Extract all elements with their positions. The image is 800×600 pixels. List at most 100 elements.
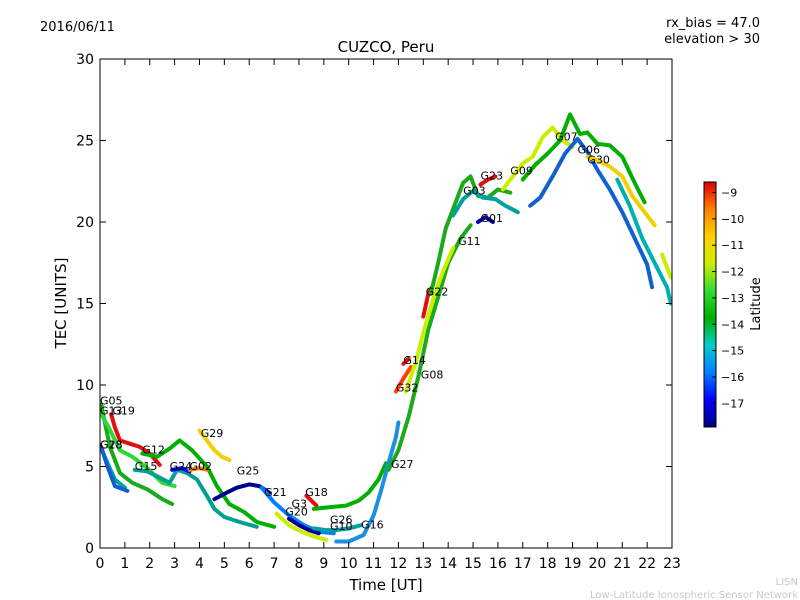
series-g12 — [140, 438, 277, 529]
y-tick-label: 5 — [85, 460, 94, 476]
sat-label-g03: G03 — [463, 184, 486, 197]
sat-label-g20: G20 — [285, 505, 308, 518]
y-tick-label: 20 — [76, 215, 94, 231]
footer-network: Low-Latitude Ionospheric Sensor Network — [590, 590, 798, 600]
x-tick-label: 0 — [96, 556, 105, 572]
x-tick-label: 7 — [270, 556, 279, 572]
series-g24 — [170, 466, 192, 474]
sat-label-g18: G18 — [100, 439, 123, 452]
x-tick-label: 21 — [613, 556, 631, 572]
colorbar-tick-label: −17 — [721, 397, 744, 410]
x-tick-label: 1 — [120, 556, 129, 572]
x-tick-label: 4 — [195, 556, 204, 572]
series-g23 — [478, 174, 498, 187]
colorbar-tick-label: −13 — [721, 292, 744, 305]
colorbar-ticks: −9 −10 −11 −12 −13 −14 −15 −16 −17 — [712, 187, 744, 410]
chart-title: CUZCO, Peru — [338, 38, 435, 56]
series-g08 — [403, 246, 456, 394]
sat-label-g27: G27 — [391, 458, 414, 471]
sat-label-g3: G3 — [292, 497, 308, 510]
sat-label-g16: G16 — [361, 518, 384, 531]
colorbar-tick-label: −10 — [721, 213, 744, 226]
sat-label-g01: G01 — [481, 212, 504, 225]
sat-label-g07: G07 — [555, 131, 578, 144]
series-g05 — [100, 402, 175, 506]
x-tick-label: 9 — [319, 556, 328, 572]
sat-label-g21: G21 — [264, 486, 287, 499]
x-axis-ticks: 0 1 2 3 4 5 6 7 8 9 10 11 12 13 14 15 16 17 18 19 20 21 22 23 — [96, 59, 681, 572]
series-g06 — [528, 136, 655, 290]
x-axis-label: Time [UT] — [348, 576, 422, 594]
sat-label-g12: G12 — [142, 444, 165, 457]
series-g07 — [520, 112, 647, 205]
series-g14 — [401, 356, 411, 366]
x-tick-label: 22 — [638, 556, 656, 572]
x-tick-label: 23 — [663, 556, 681, 572]
colorbar-tick-label: −14 — [721, 318, 744, 331]
series-g26 — [311, 461, 388, 511]
y-tick-label: 25 — [76, 134, 94, 150]
series-g17 — [660, 252, 672, 280]
x-tick-label: 15 — [464, 556, 482, 572]
sat-label-g30: G30 — [587, 153, 610, 166]
sat-label-g28: G28 — [100, 439, 123, 452]
series-g18b — [304, 493, 319, 508]
y-tick-label: 0 — [85, 541, 94, 557]
sat-label-g10: G10 — [330, 520, 353, 533]
series-g27 — [386, 223, 473, 472]
colorbar-tick-label: −11 — [721, 239, 744, 252]
series-g11 — [428, 174, 513, 296]
series-g20 — [274, 511, 329, 542]
series-g18 — [100, 444, 130, 493]
x-tick-label: 5 — [220, 556, 229, 572]
x-tick-label: 16 — [489, 556, 507, 572]
series-g04 — [615, 177, 672, 306]
rx-bias-label: rx_bias = 47.0 — [666, 16, 760, 31]
series-g01 — [476, 215, 495, 224]
x-tick-label: 17 — [514, 556, 532, 572]
series-g30 — [585, 154, 657, 228]
series-g03 — [451, 189, 520, 218]
sat-label-g32: G32 — [396, 382, 419, 395]
series-g13 — [100, 412, 177, 489]
x-tick-label: 19 — [564, 556, 582, 572]
sat-label-g29: G29 — [201, 427, 224, 440]
sat-label-g02: G02 — [190, 460, 213, 473]
series-g15 — [132, 467, 259, 529]
elevation-label: elevation > 30 — [664, 32, 760, 47]
sat-label-g08: G08 — [421, 369, 444, 382]
sat-label-g06: G06 — [578, 144, 601, 157]
sat-label-g24: G24 — [170, 460, 193, 473]
x-tick-label: 6 — [245, 556, 254, 572]
x-tick-label: 18 — [539, 556, 557, 572]
x-tick-label: 13 — [414, 556, 432, 572]
sat-label-g23: G23 — [481, 170, 504, 183]
x-tick-label: 3 — [170, 556, 179, 572]
colorbar-tick-label: −9 — [721, 187, 737, 200]
colorbar-label: Latitude — [749, 277, 764, 331]
sat-label-g11: G11 — [458, 235, 481, 248]
series-g02 — [187, 466, 209, 472]
x-tick-label: 8 — [294, 556, 303, 572]
series-layer — [100, 112, 672, 544]
x-tick-label: 14 — [439, 556, 457, 572]
colorbar-tick-label: −12 — [721, 266, 744, 279]
series-g16 — [334, 420, 401, 544]
sat-label-g14: G14 — [403, 354, 426, 367]
series-g32 — [393, 365, 413, 394]
x-tick-label: 2 — [145, 556, 154, 572]
y-tick-label: 15 — [76, 297, 94, 313]
sat-label-g13: G13 — [100, 404, 123, 417]
sat-label-g05: G05 — [100, 395, 123, 408]
series-g29 — [197, 428, 232, 462]
series-g21 — [259, 485, 336, 536]
x-tick-label: 11 — [365, 556, 383, 572]
y-axis-label: TEC [UNITS] — [52, 258, 70, 350]
series-g31 — [287, 516, 321, 536]
series-g10 — [311, 523, 364, 533]
x-tick-label: 10 — [340, 556, 358, 572]
x-tick-label: 12 — [390, 556, 408, 572]
sat-label-g25: G25 — [237, 465, 260, 478]
date-label: 2016/06/11 — [40, 20, 115, 35]
